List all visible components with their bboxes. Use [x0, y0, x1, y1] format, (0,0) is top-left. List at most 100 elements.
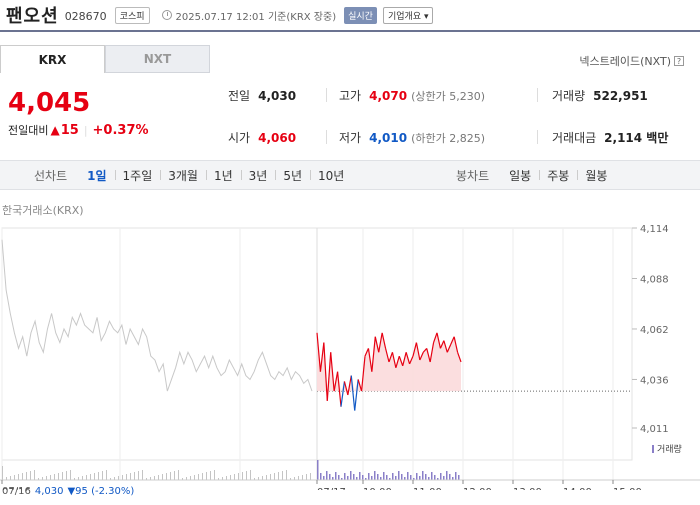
volume-bar-prev-day	[294, 477, 295, 480]
stat-value: 4,030	[258, 88, 297, 103]
volume-bar-today	[359, 472, 361, 480]
volume-bar-today	[374, 471, 376, 480]
stat-value: 522,951	[593, 88, 648, 103]
stat-amount: 거래대금 2,114 백만	[552, 129, 668, 146]
volume-bar-today	[365, 478, 367, 480]
volume-bar-prev-day	[162, 474, 163, 480]
volume-legend: 거래량	[652, 442, 682, 455]
volume-bar-today	[401, 474, 403, 480]
y-tick-label: 4,088	[640, 274, 669, 285]
volume-bar-today	[377, 474, 379, 480]
volume-bar-prev-day	[74, 478, 75, 480]
volume-bar-prev-day	[126, 474, 127, 480]
volume-bar-today	[458, 475, 460, 480]
volume-bar-prev-day	[34, 470, 35, 480]
volume-bar-prev-day	[118, 476, 119, 480]
nextrade-link[interactable]: 넥스트레이드(NXT) ?	[579, 53, 684, 69]
period-1d[interactable]: 1일	[87, 168, 107, 183]
volume-bar-prev-day	[130, 473, 131, 480]
realtime-button[interactable]: 실시간	[344, 6, 377, 24]
candle-monthly[interactable]: 월봉	[577, 167, 615, 184]
period-1y[interactable]: 1년	[205, 167, 241, 184]
volume-bar-prev-day	[66, 471, 67, 480]
series-segment-today	[450, 336, 455, 345]
volume-bar-today	[323, 476, 325, 480]
volume-bar-prev-day	[110, 478, 111, 480]
series-segment-today	[384, 348, 390, 363]
stat-open: 시가 4,060	[228, 129, 296, 146]
volume-bar-prev-day	[10, 476, 11, 480]
period-1w[interactable]: 1주일	[114, 167, 161, 184]
prev-day-close: 4,030	[34, 486, 64, 497]
volume-bar-prev-day	[250, 470, 251, 480]
series-segment-today	[350, 375, 356, 411]
corp-overview-dropdown[interactable]: 기업개요 ▾	[382, 6, 434, 24]
volume-bar-prev-day	[222, 477, 223, 480]
price-chart[interactable]: 4,114 4,088 4,062 4,036 4,011 07/16 07/17 10:00…	[0, 210, 700, 490]
tab-krx[interactable]: KRX	[0, 45, 105, 73]
series-segment-today	[402, 352, 407, 367]
volume-bar-prev-day	[254, 478, 255, 480]
volume-bar-today	[389, 478, 391, 480]
volume-bar-prev-day	[286, 470, 287, 480]
series-segment-today	[316, 332, 322, 372]
volume-bar-prev-day	[14, 475, 15, 480]
exchange-label: 한국거래소(KRX)	[2, 204, 84, 217]
help-icon[interactable]: ?	[674, 56, 684, 66]
period-5y[interactable]: 5년	[275, 167, 310, 184]
volume-bar-today	[353, 474, 355, 480]
volume-bar-prev-day	[18, 474, 19, 480]
candle-daily[interactable]: 일봉	[509, 168, 532, 183]
series-segment-today	[388, 352, 393, 363]
volume-bar-prev-day	[302, 475, 303, 480]
corp-overview-label: 기업개요	[387, 11, 422, 22]
volume-bar-prev-day	[134, 472, 135, 480]
stat-prev-close: 전일 4,030	[228, 87, 296, 104]
period-3y[interactable]: 3년	[240, 167, 276, 184]
period-10y[interactable]: 10년	[310, 167, 352, 184]
volume-bar-today	[368, 473, 370, 480]
period-3m[interactable]: 3개월	[160, 167, 206, 184]
y-tick-label: 4,062	[640, 325, 669, 336]
volume-bar-prev-day	[210, 471, 211, 480]
series-segment-today	[398, 355, 404, 367]
volume-bar-today	[407, 472, 409, 480]
volume-bar-prev-day	[194, 475, 195, 480]
stat-label: 전일	[228, 89, 251, 103]
volume-bar-prev-day	[114, 477, 115, 480]
price-summary: 4,045 전일대비 ▲ 15 | +0.37%	[8, 88, 149, 138]
series-segment-today	[446, 344, 452, 353]
volume-bar-today	[398, 471, 400, 480]
series-segment-today	[391, 352, 397, 368]
market-badge: 코스피	[114, 6, 150, 24]
series-segment-today	[395, 355, 400, 368]
volume-bar-today	[317, 460, 319, 480]
volume-bar-today	[428, 477, 430, 480]
volume-bar-prev-day	[242, 472, 243, 480]
series-segment-today	[412, 342, 418, 357]
volume-bar-prev-day	[106, 470, 107, 480]
series-segment-today	[333, 371, 339, 392]
stat-value: 4,070	[369, 88, 408, 103]
stat-sub: (상한가 5,230)	[411, 89, 485, 103]
candle-weekly[interactable]: 주봉	[539, 167, 577, 184]
series-segment-today	[319, 342, 325, 372]
tab-nxt[interactable]: NXT	[105, 45, 210, 73]
candle-period-list: 봉차트 일봉 주봉 월봉	[456, 161, 615, 189]
volume-bar-prev-day	[190, 476, 191, 480]
series-segment-today	[343, 381, 349, 396]
volume-bar-prev-day	[258, 477, 259, 480]
nextrade-label: 넥스트레이드(NXT)	[579, 55, 671, 68]
volume-bar-prev-day	[38, 478, 39, 480]
volume-bar-today	[371, 476, 373, 480]
x-tick-label: 10:00	[363, 487, 392, 490]
stat-value: 4,010	[369, 130, 408, 145]
volume-bar-prev-day	[270, 474, 271, 480]
prev-day-date: 07/16	[2, 486, 31, 497]
volume-legend-swatch	[652, 444, 654, 453]
volume-bar-prev-day	[158, 475, 159, 480]
candle-chart-label: 봉차트	[456, 168, 490, 183]
volume-bar-prev-day	[86, 475, 87, 480]
series-segment-today	[422, 347, 428, 353]
divider: |	[83, 123, 88, 137]
